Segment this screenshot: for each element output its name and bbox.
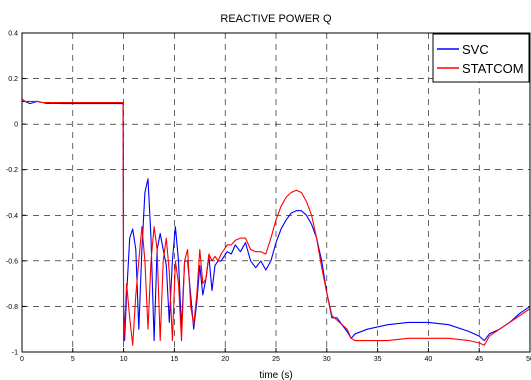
x-tick-label: 10 xyxy=(120,356,128,363)
y-tick-label: -0.2 xyxy=(6,167,18,174)
x-tick-label: 0 xyxy=(20,356,24,363)
legend-box xyxy=(432,33,530,83)
x-tick-label: 45 xyxy=(475,356,483,363)
legend: SVC STATCOM xyxy=(432,33,530,83)
y-tick-label: -0.8 xyxy=(6,304,18,311)
x-tick-label: 40 xyxy=(425,356,433,363)
series-line-statcom xyxy=(21,98,531,346)
y-tick-label: -0.6 xyxy=(6,258,18,265)
x-tick-label: 5 xyxy=(71,356,75,363)
x-tick-label: 15 xyxy=(171,356,179,363)
x-tick-label: 35 xyxy=(374,356,382,363)
x-axis-label: time (s) xyxy=(259,370,292,380)
legend-label-svc: SVC xyxy=(462,42,489,57)
y-tick-label: -1 xyxy=(12,350,18,357)
chart-title: REACTIVE POWER Q xyxy=(220,13,332,25)
y-tick-label: 0 xyxy=(14,122,18,129)
x-tick-label: 50 xyxy=(526,356,531,363)
x-tick-label: 20 xyxy=(221,356,229,363)
y-tick-label: 0.2 xyxy=(8,76,18,83)
legend-label-statcom: STATCOM xyxy=(462,61,524,76)
axis-ticks: 0 5 10 15 20 25 30 35 40 45 50 -1 -0.8 -0.6 -0.4 -0.2 0 0… xyxy=(6,31,531,364)
y-tick-label: 0.4 xyxy=(8,31,18,38)
y-tick-label: -0.4 xyxy=(6,213,18,220)
x-tick-label: 30 xyxy=(323,356,331,363)
x-tick-label: 25 xyxy=(272,356,280,363)
series-lines xyxy=(21,98,531,346)
